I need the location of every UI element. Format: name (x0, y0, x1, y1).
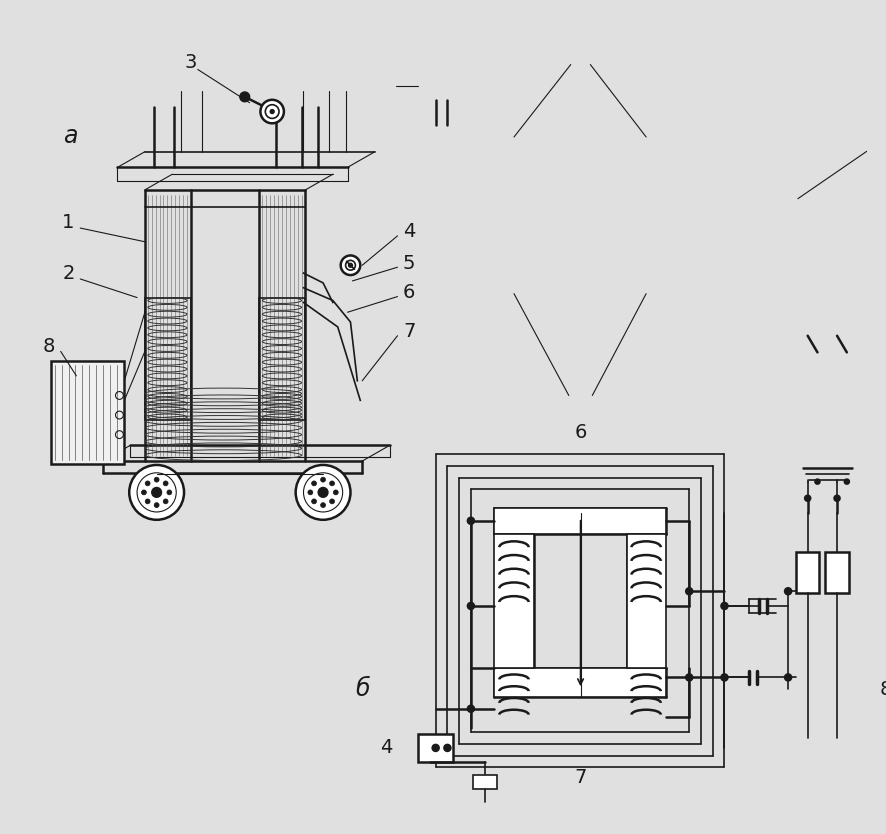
Text: 8: 8 (43, 337, 55, 356)
Circle shape (260, 100, 284, 123)
Circle shape (167, 490, 172, 495)
Circle shape (432, 745, 439, 751)
Bar (494, 535, 533, 668)
Text: 6: 6 (574, 423, 587, 442)
Text: 7: 7 (574, 768, 587, 786)
Circle shape (270, 109, 274, 113)
Circle shape (312, 499, 316, 504)
Circle shape (468, 706, 474, 712)
Bar (145, 298, 190, 420)
Circle shape (468, 602, 474, 610)
Circle shape (321, 503, 325, 508)
Circle shape (721, 602, 728, 610)
Bar (260, 298, 306, 420)
Circle shape (785, 674, 791, 681)
Circle shape (296, 465, 351, 520)
Circle shape (785, 588, 791, 595)
Bar (473, 776, 497, 789)
Bar (494, 668, 665, 697)
Circle shape (163, 481, 168, 486)
Bar (418, 734, 454, 761)
Circle shape (163, 499, 168, 504)
Circle shape (721, 674, 728, 681)
Circle shape (341, 255, 361, 275)
Bar (626, 535, 665, 668)
Circle shape (145, 499, 150, 504)
Text: a: a (63, 124, 78, 148)
Circle shape (154, 477, 159, 482)
Circle shape (686, 588, 693, 595)
Circle shape (844, 480, 850, 484)
Circle shape (815, 480, 820, 484)
Circle shape (240, 92, 250, 102)
Bar (825, 552, 849, 593)
Circle shape (145, 481, 150, 486)
Text: 3: 3 (184, 53, 197, 72)
Circle shape (834, 495, 840, 501)
Circle shape (348, 264, 353, 267)
Circle shape (333, 490, 338, 495)
Text: 7: 7 (403, 322, 416, 341)
Circle shape (152, 488, 161, 497)
Circle shape (154, 503, 159, 508)
Circle shape (308, 490, 313, 495)
Circle shape (468, 517, 474, 525)
Text: 4: 4 (403, 223, 416, 242)
Circle shape (330, 499, 335, 504)
Circle shape (312, 481, 316, 486)
Text: 1: 1 (62, 213, 74, 232)
Circle shape (129, 465, 184, 520)
Text: 6: 6 (403, 284, 416, 302)
Circle shape (321, 477, 325, 482)
Text: 2: 2 (62, 264, 74, 283)
Text: б: б (355, 677, 369, 701)
Text: 4: 4 (380, 738, 392, 757)
Circle shape (686, 674, 693, 681)
Circle shape (804, 495, 811, 501)
Bar (494, 508, 665, 535)
Circle shape (330, 481, 335, 486)
Circle shape (142, 490, 146, 495)
Bar (796, 552, 820, 593)
Circle shape (318, 488, 328, 497)
Bar (51, 361, 124, 464)
Text: 8: 8 (880, 680, 886, 699)
Circle shape (444, 745, 451, 751)
Text: 5: 5 (403, 254, 416, 273)
